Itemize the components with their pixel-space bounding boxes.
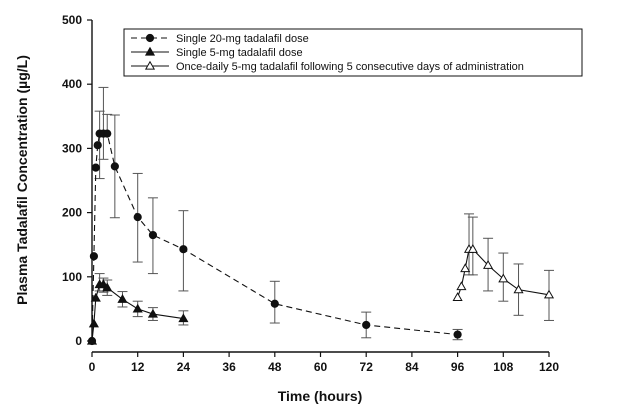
data-point-circle xyxy=(179,245,188,254)
y-tick-label: 200 xyxy=(62,206,82,220)
x-tick-label: 48 xyxy=(268,360,282,374)
data-point-circle xyxy=(103,129,112,138)
x-tick-label: 36 xyxy=(222,360,236,374)
x-tick-label: 84 xyxy=(405,360,419,374)
data-point-circle xyxy=(133,212,142,222)
data-point-triangle xyxy=(178,313,189,323)
legend: Single 20-mg tadalafil dose Single 5-mg t… xyxy=(123,28,583,77)
data-point-open-triangle xyxy=(467,243,478,253)
x-tick-label: 12 xyxy=(131,360,145,374)
legend-label: Once-daily 5-mg tadalafil following 5 co… xyxy=(176,61,524,73)
x-tick-label: 108 xyxy=(493,360,513,374)
data-point-circle xyxy=(453,330,462,339)
data-point-open-triangle xyxy=(513,284,524,294)
legend-item-2: Single 5-mg tadalafil dose xyxy=(131,46,303,59)
data-point-triangle xyxy=(132,303,143,313)
series-3 xyxy=(452,213,555,321)
x-tick-label: 0 xyxy=(89,360,96,374)
data-point-circle xyxy=(362,320,371,330)
data-point-open-triangle xyxy=(456,281,467,291)
data-point-triangle xyxy=(117,294,128,303)
data-point-open-triangle xyxy=(452,292,463,301)
data-point-circle xyxy=(145,33,155,43)
data-point-circle xyxy=(270,299,279,308)
x-axis-title: Time (hours) xyxy=(278,388,363,404)
x-tick-label: 120 xyxy=(539,360,559,374)
data-point-open-triangle xyxy=(498,273,509,283)
data-point-open-triangle xyxy=(144,60,156,70)
legend-label: Single 20-mg tadalafil dose xyxy=(176,33,309,45)
series-line xyxy=(91,133,458,342)
series-1 xyxy=(87,86,463,346)
data-point-circle xyxy=(91,163,100,172)
x-tick-label: 72 xyxy=(360,360,374,374)
data-point-triangle xyxy=(90,292,101,302)
data-point-circle xyxy=(89,252,99,261)
data-point-circle xyxy=(148,230,158,240)
data-point-triangle xyxy=(147,308,158,318)
y-ticks: 0 100 200 300 400 500 xyxy=(62,13,92,348)
data-point-open-triangle xyxy=(460,263,471,273)
legend-box xyxy=(123,28,583,77)
x-tick-label: 60 xyxy=(314,360,328,374)
data-point-triangle xyxy=(144,46,156,56)
data-point-open-triangle xyxy=(483,260,494,269)
legend-item-1: Single 20-mg tadalafil dose xyxy=(131,33,309,45)
y-axis-title: Plasma Tadalafil Concentration (µg/L) xyxy=(14,55,30,305)
data-point-triangle xyxy=(88,318,99,328)
legend-item-3: Once-daily 5-mg tadalafil following 5 co… xyxy=(131,60,524,73)
x-tick-label: 96 xyxy=(451,360,465,374)
x-tick-label: 24 xyxy=(177,360,191,374)
data-point-circle xyxy=(93,141,102,150)
y-tick-label: 0 xyxy=(75,334,82,348)
data-point-triangle xyxy=(102,282,113,292)
series-layer xyxy=(86,86,555,346)
data-point-triangle xyxy=(86,335,98,345)
legend-label: Single 5-mg tadalafil dose xyxy=(176,47,303,59)
x-ticks: 0 12 24 36 48 60 72 84 96 108 120 xyxy=(89,352,559,374)
y-tick-label: 500 xyxy=(62,13,82,27)
y-tick-label: 300 xyxy=(62,141,82,155)
series-2 xyxy=(86,273,189,345)
data-point-open-triangle xyxy=(543,289,555,299)
y-tick-label: 400 xyxy=(62,77,82,91)
data-point-circle xyxy=(110,162,119,171)
y-tick-label: 100 xyxy=(62,270,82,284)
